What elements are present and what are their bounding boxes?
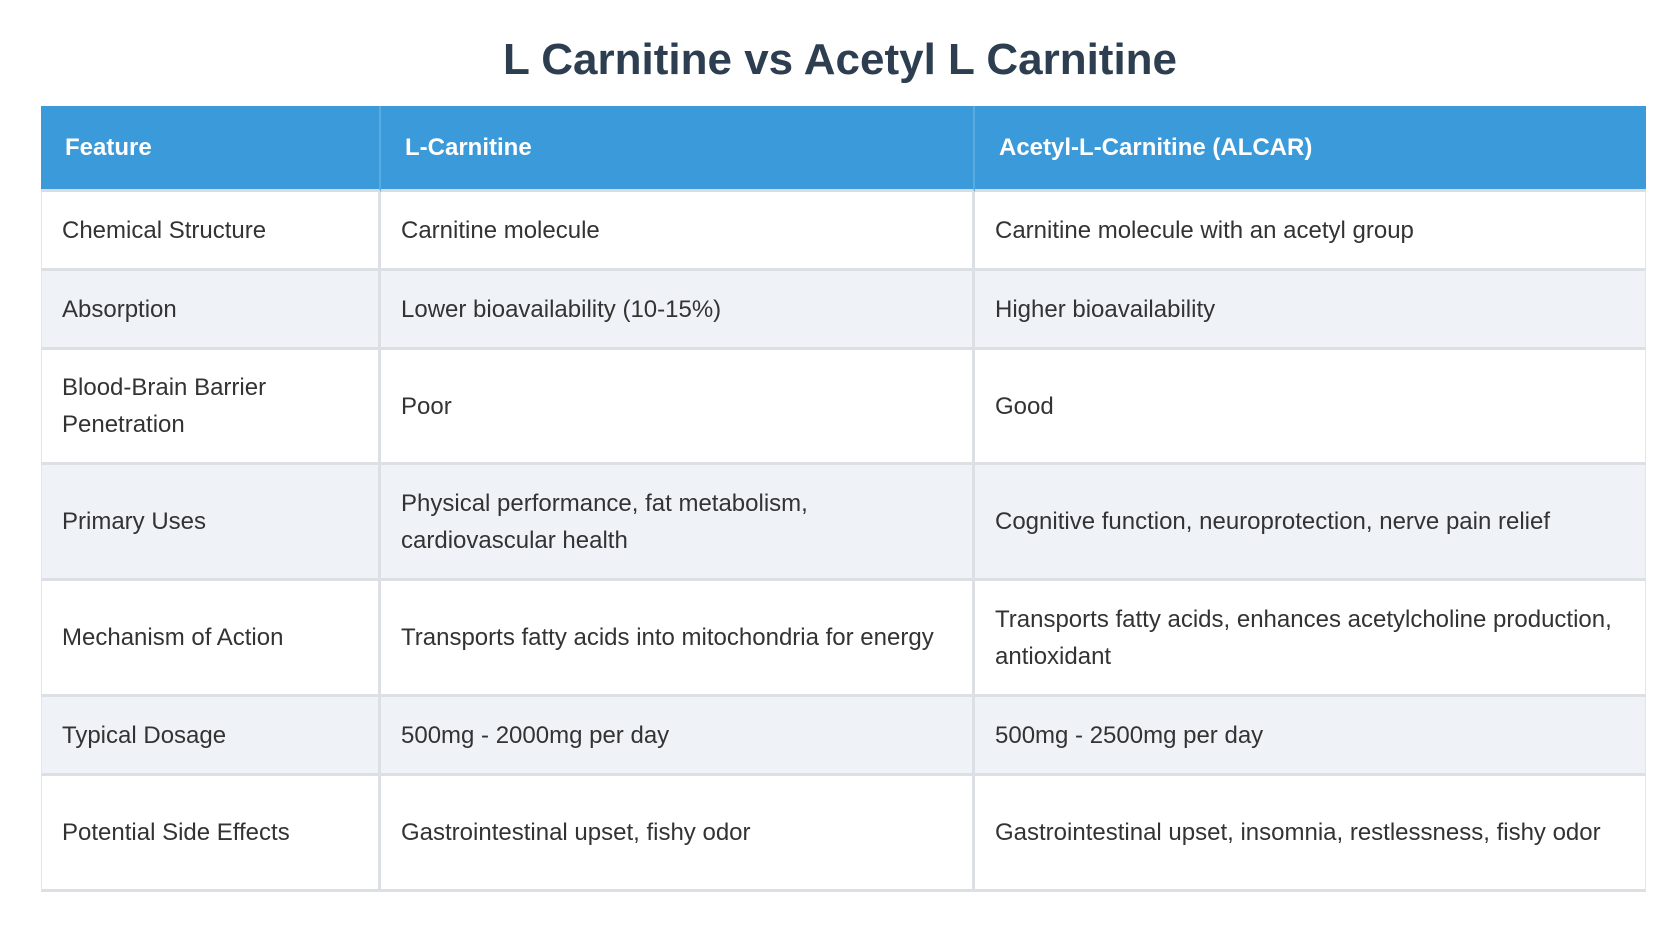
table-row: Potential Side Effects Gastrointestinal … <box>41 776 1646 892</box>
page-title: L Carnitine vs Acetyl L Carnitine <box>502 35 1178 84</box>
header-row: Feature L-Carnitine Acetyl-L-Carnitine (… <box>41 106 1646 192</box>
header-alcar: Acetyl-L-Carnitine (ALCAR) <box>975 106 1646 192</box>
cell-feature: Potential Side Effects <box>41 776 381 892</box>
table-row: Mechanism of Action Transports fatty aci… <box>41 581 1646 697</box>
header-feature: Feature <box>41 106 381 192</box>
cell-l-carnitine: Carnitine molecule <box>381 192 975 271</box>
cell-alcar: Cognitive function, neuroprotection, ner… <box>975 465 1646 581</box>
cell-l-carnitine: Poor <box>381 350 975 465</box>
table-header: Feature L-Carnitine Acetyl-L-Carnitine (… <box>41 106 1646 192</box>
cell-alcar: Carnitine molecule with an acetyl group <box>975 192 1646 271</box>
comparison-table-container: Feature L-Carnitine Acetyl-L-Carnitine (… <box>41 106 1646 892</box>
cell-l-carnitine: 500mg - 2000mg per day <box>381 697 975 776</box>
cell-alcar: Good <box>975 350 1646 465</box>
cell-feature: Primary Uses <box>41 465 381 581</box>
cell-l-carnitine: Lower bioavailability (10-15%) <box>381 271 975 350</box>
table-row: Typical Dosage 500mg - 2000mg per day 50… <box>41 697 1646 776</box>
cell-feature: Absorption <box>41 271 381 350</box>
cell-feature: Chemical Structure <box>41 192 381 271</box>
cell-l-carnitine: Gastrointestinal upset, fishy odor <box>381 776 975 892</box>
cell-feature: Typical Dosage <box>41 697 381 776</box>
table-row: Absorption Lower bioavailability (10-15%… <box>41 271 1646 350</box>
cell-alcar: Transports fatty acids, enhances acetylc… <box>975 581 1646 697</box>
cell-feature: Blood-Brain Barrier Penetration <box>41 350 381 465</box>
cell-l-carnitine: Physical performance, fat metabolism, ca… <box>381 465 975 581</box>
table-row: Blood-Brain Barrier Penetration Poor Goo… <box>41 350 1646 465</box>
comparison-table: Feature L-Carnitine Acetyl-L-Carnitine (… <box>41 106 1646 892</box>
header-l-carnitine: L-Carnitine <box>381 106 975 192</box>
table-row: Primary Uses Physical performance, fat m… <box>41 465 1646 581</box>
cell-alcar: 500mg - 2500mg per day <box>975 697 1646 776</box>
cell-alcar: Gastrointestinal upset, insomnia, restle… <box>975 776 1646 892</box>
table-row: Chemical Structure Carnitine molecule Ca… <box>41 192 1646 271</box>
cell-l-carnitine: Transports fatty acids into mitochondria… <box>381 581 975 697</box>
cell-alcar: Higher bioavailability <box>975 271 1646 350</box>
cell-feature: Mechanism of Action <box>41 581 381 697</box>
table-body: Chemical Structure Carnitine molecule Ca… <box>41 192 1646 892</box>
